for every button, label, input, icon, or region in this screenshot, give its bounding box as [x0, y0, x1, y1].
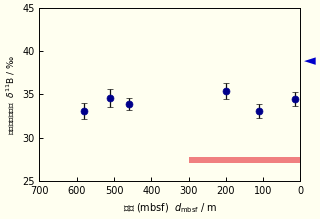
- Bar: [188, 157, 300, 163]
- X-axis label: 深さ (mbsf)  $d_{\mathrm{mbsf}}$ / m: 深さ (mbsf) $d_{\mathrm{mbsf}}$ / m: [123, 201, 217, 215]
- Y-axis label: ホウ素同位体比  $\delta^{11}$B / ‰: ホウ素同位体比 $\delta^{11}$B / ‰: [4, 54, 17, 135]
- Text: ◄: ◄: [304, 53, 316, 68]
